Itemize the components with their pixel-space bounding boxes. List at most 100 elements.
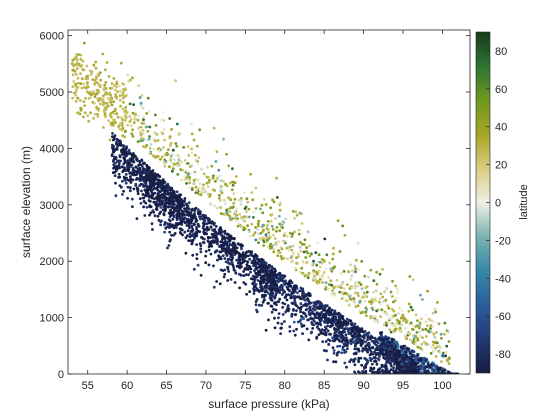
scatter-point (98, 85, 102, 89)
scatter-point (415, 362, 418, 366)
scatter-point (402, 357, 405, 360)
scatter-point (144, 179, 148, 183)
scatter-point (178, 132, 181, 135)
scatter-point (275, 176, 278, 180)
scatter-point (258, 238, 262, 241)
scatter-point (166, 201, 169, 205)
scatter-point (159, 190, 162, 194)
scatter-point (369, 268, 373, 272)
scatter-point (353, 333, 357, 336)
scatter-point (142, 115, 146, 119)
scatter-point (244, 253, 247, 257)
scatter-point (89, 73, 93, 76)
scatter-point (163, 192, 167, 196)
scatter-point (307, 302, 310, 306)
scatter-point (271, 228, 275, 231)
scatter-point (196, 229, 200, 233)
scatter-point (388, 321, 392, 324)
scatter-point (241, 257, 245, 261)
y-tick-label: 6000 (40, 31, 64, 43)
scatter-point (132, 152, 135, 155)
scatter-point (146, 129, 150, 133)
scatter-point (341, 280, 345, 284)
scatter-point (338, 321, 341, 324)
scatter-point (357, 333, 360, 337)
scatter-point (75, 73, 78, 76)
scatter-point (162, 212, 166, 216)
scatter-point (385, 360, 389, 363)
scatter-point (256, 222, 260, 226)
scatter-point (254, 303, 258, 307)
scatter-point (416, 353, 420, 356)
scatter-point (340, 323, 343, 327)
scatter-point (398, 330, 402, 334)
scatter-point (129, 186, 132, 190)
scatter-point (123, 157, 126, 161)
scatter-point (193, 212, 196, 216)
x-tick-label: 100 (433, 380, 451, 392)
scatter-point (156, 182, 160, 186)
scatter-point (281, 313, 285, 316)
scatter-point (307, 318, 310, 322)
scatter-point (151, 184, 154, 188)
scatter-point (81, 59, 85, 63)
scatter-point (447, 340, 451, 343)
scatter-point (371, 371, 374, 374)
colorbar-tick-label: -20 (495, 235, 511, 247)
scatter-point (239, 197, 243, 200)
scatter-point (417, 326, 421, 330)
scatter-point (381, 267, 384, 271)
scatter-point (116, 166, 120, 170)
scatter-point (232, 201, 236, 205)
scatter-point (301, 260, 305, 264)
scatter-point (179, 160, 183, 164)
scatter-point (344, 323, 348, 327)
colorbar-label: latitude (518, 184, 530, 219)
scatter-point (352, 359, 356, 363)
scatter-point (111, 121, 115, 124)
scatter-point (260, 257, 264, 261)
scatter-point (276, 240, 280, 244)
scatter-point (314, 322, 318, 325)
scatter-point (386, 304, 390, 308)
scatter-point (272, 250, 276, 254)
scatter-point (360, 287, 364, 290)
scatter-point (204, 214, 207, 218)
scatter-point (103, 83, 106, 87)
scatter-point (188, 235, 192, 239)
scatter-point (101, 98, 105, 102)
scatter-point (122, 189, 125, 193)
scatter-point (143, 175, 147, 179)
scatter-point (130, 118, 133, 121)
scatter-point (135, 217, 139, 221)
scatter-point (384, 298, 388, 302)
scatter-point (156, 192, 160, 196)
scatter-point (273, 288, 277, 291)
scatter-point (85, 64, 89, 68)
scatter-point (134, 155, 137, 158)
scatter-point (204, 250, 208, 253)
scatter-point (163, 164, 167, 168)
scatter-point (280, 293, 284, 296)
scatter-point (126, 178, 130, 182)
x-tick-label: 70 (200, 380, 212, 392)
scatter-point (352, 325, 356, 328)
scatter-point (117, 162, 121, 166)
scatter-point (350, 334, 354, 338)
scatter-point (381, 352, 385, 356)
scatter-point (168, 222, 172, 226)
scatter-point (242, 274, 246, 277)
scatter-point (120, 124, 124, 127)
scatter-point (170, 187, 174, 191)
scatter-point (329, 279, 333, 283)
scatter-point (270, 305, 274, 308)
scatter-point (76, 85, 80, 89)
scatter-point (176, 211, 180, 215)
scatter-point (351, 330, 355, 333)
scatter-point (354, 302, 357, 306)
scatter-point (205, 232, 209, 236)
scatter-point (364, 363, 368, 367)
scatter-point (151, 228, 154, 231)
scatter-point (82, 100, 86, 103)
scatter-point (245, 210, 248, 214)
